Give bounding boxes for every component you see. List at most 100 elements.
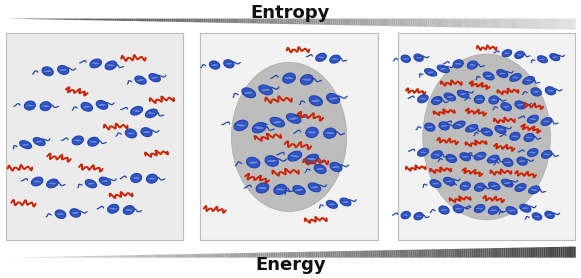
Ellipse shape	[446, 96, 454, 98]
Ellipse shape	[490, 99, 498, 101]
Ellipse shape	[126, 132, 135, 135]
Ellipse shape	[331, 58, 339, 60]
Ellipse shape	[98, 103, 106, 106]
Ellipse shape	[510, 74, 521, 81]
Ellipse shape	[402, 214, 410, 216]
Ellipse shape	[498, 72, 506, 75]
Ellipse shape	[307, 157, 317, 161]
Ellipse shape	[20, 141, 31, 149]
Ellipse shape	[33, 138, 45, 146]
Ellipse shape	[256, 183, 269, 193]
Ellipse shape	[252, 123, 266, 133]
Ellipse shape	[415, 215, 422, 217]
Ellipse shape	[257, 186, 268, 190]
Ellipse shape	[131, 173, 142, 182]
Ellipse shape	[523, 76, 535, 84]
Ellipse shape	[490, 185, 498, 187]
Ellipse shape	[266, 159, 277, 163]
Ellipse shape	[546, 90, 555, 92]
Ellipse shape	[148, 177, 156, 180]
Ellipse shape	[531, 88, 541, 96]
Ellipse shape	[310, 186, 319, 189]
Ellipse shape	[501, 103, 511, 111]
Ellipse shape	[515, 183, 526, 192]
Ellipse shape	[42, 67, 53, 76]
Ellipse shape	[467, 61, 478, 69]
Ellipse shape	[483, 131, 491, 133]
Ellipse shape	[453, 60, 463, 68]
Ellipse shape	[315, 53, 327, 61]
Ellipse shape	[461, 155, 469, 158]
Ellipse shape	[489, 182, 500, 190]
Ellipse shape	[497, 70, 508, 78]
Ellipse shape	[231, 62, 347, 212]
Ellipse shape	[475, 207, 484, 210]
Ellipse shape	[324, 128, 336, 138]
Text: Entropy: Entropy	[251, 4, 330, 22]
Ellipse shape	[330, 162, 342, 172]
Ellipse shape	[445, 180, 453, 183]
Ellipse shape	[433, 99, 441, 102]
Ellipse shape	[521, 207, 529, 210]
Ellipse shape	[402, 58, 410, 60]
Ellipse shape	[56, 213, 65, 215]
Ellipse shape	[58, 66, 69, 75]
Ellipse shape	[437, 65, 449, 73]
Ellipse shape	[46, 179, 58, 188]
Ellipse shape	[327, 200, 338, 208]
Ellipse shape	[330, 55, 340, 63]
Ellipse shape	[447, 157, 456, 160]
Ellipse shape	[59, 69, 68, 71]
Ellipse shape	[444, 93, 456, 101]
Ellipse shape	[515, 101, 525, 109]
Ellipse shape	[109, 207, 118, 210]
Ellipse shape	[439, 206, 449, 214]
Ellipse shape	[454, 63, 462, 65]
Ellipse shape	[105, 61, 117, 70]
Ellipse shape	[342, 201, 350, 203]
Ellipse shape	[488, 206, 499, 214]
Ellipse shape	[131, 177, 141, 179]
Ellipse shape	[308, 183, 321, 192]
Ellipse shape	[432, 182, 440, 185]
Ellipse shape	[446, 155, 457, 163]
Ellipse shape	[106, 64, 116, 67]
Ellipse shape	[314, 165, 326, 173]
Ellipse shape	[242, 88, 256, 98]
Ellipse shape	[414, 54, 423, 61]
Ellipse shape	[225, 63, 233, 65]
Ellipse shape	[25, 104, 34, 107]
Ellipse shape	[327, 93, 340, 103]
Ellipse shape	[489, 158, 497, 160]
Ellipse shape	[415, 56, 422, 59]
Ellipse shape	[516, 54, 523, 56]
Ellipse shape	[418, 148, 429, 156]
Ellipse shape	[543, 120, 551, 123]
Ellipse shape	[503, 182, 511, 185]
Ellipse shape	[475, 183, 485, 191]
Ellipse shape	[33, 180, 42, 183]
Ellipse shape	[468, 127, 475, 130]
Ellipse shape	[234, 120, 248, 131]
Ellipse shape	[125, 129, 137, 138]
Ellipse shape	[439, 122, 449, 130]
Ellipse shape	[528, 115, 539, 123]
Ellipse shape	[418, 95, 428, 103]
Ellipse shape	[401, 211, 410, 219]
Ellipse shape	[425, 123, 435, 131]
Ellipse shape	[529, 118, 537, 120]
Ellipse shape	[532, 213, 541, 220]
Ellipse shape	[295, 188, 304, 192]
Ellipse shape	[270, 117, 285, 127]
Ellipse shape	[427, 71, 435, 74]
Ellipse shape	[541, 150, 552, 158]
Ellipse shape	[83, 105, 91, 108]
Ellipse shape	[35, 140, 44, 143]
Ellipse shape	[300, 75, 313, 85]
Ellipse shape	[532, 91, 540, 93]
Ellipse shape	[503, 52, 511, 54]
Ellipse shape	[516, 104, 524, 106]
Text: Energy: Energy	[255, 256, 326, 274]
Ellipse shape	[328, 97, 338, 100]
Ellipse shape	[431, 151, 442, 159]
